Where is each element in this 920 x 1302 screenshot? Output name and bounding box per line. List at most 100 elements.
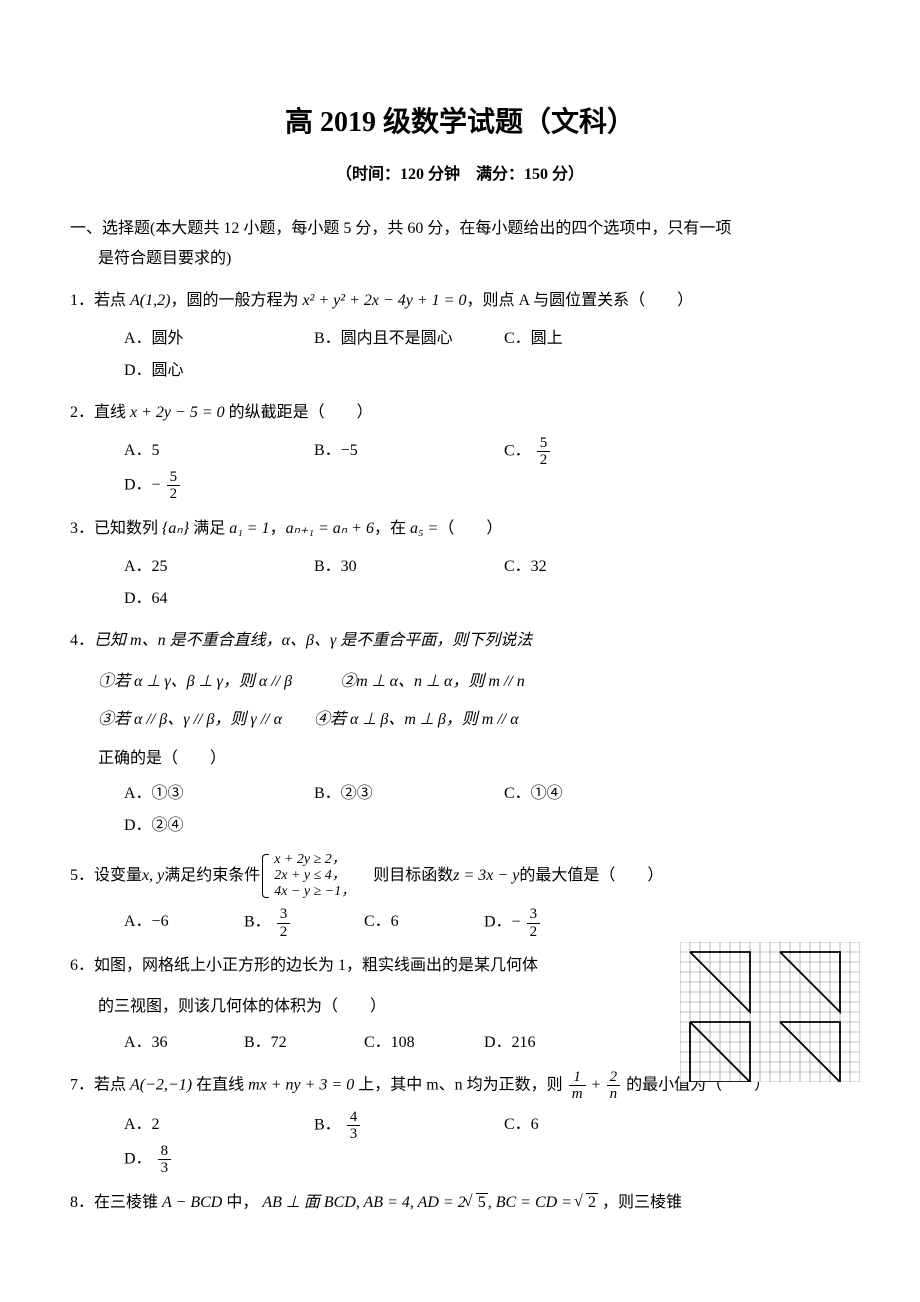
q3-opt-d: D．64 [124,583,314,615]
q8-r2: 2 [586,1193,598,1211]
q7-options: A．2 B． 4 3 C．6 D． 8 3 [70,1109,850,1177]
q4-s2: ③若 α // β、γ // β，则 γ // α ④若 α ⊥ β、m ⊥ β… [70,701,850,739]
q2-d-num: 5 [167,469,181,487]
q1-opt-d: D．圆心 [124,355,314,387]
q4-opt-a: A．①③ [124,778,314,810]
q5-d-pre: D．− [484,914,521,931]
q5-b-den: 2 [277,924,291,941]
q7-f1d: m [569,1086,586,1103]
q8-sqrt2: 2 [576,1187,598,1219]
q5-b-pre: B． [244,914,271,931]
q7-mid1: 在直线 [192,1076,248,1093]
q5-b-frac: 3 2 [277,906,291,940]
q7-frac2: 2 n [607,1069,621,1103]
q7-b-den: 3 [347,1126,361,1143]
q4-s1: ①若 α ⊥ γ、β ⊥ γ，则 α // β ②m ⊥ α、n ⊥ α，则 m… [70,663,850,701]
question-6-container: 6．如图，网格纸上小正方形的边长为 1，粗实线画出的是某几何体 的三视图，则该几… [70,950,850,1058]
q7-f2d: n [607,1086,621,1103]
section-header: 一、选择题(本大题共 12 小题，每小题 5 分，共 60 分，在每小题给出的四… [70,214,850,275]
q5-num: 5． [70,860,94,892]
q5-post: 的最大值是（ ） [519,860,663,892]
q6-opt-b: B．72 [244,1027,364,1059]
q7-d-frac: 8 3 [158,1143,172,1177]
q5-pre: 设变量 [94,860,142,892]
q4-s3: 正确的是（ ） [70,740,850,778]
q5-opt-a: A．−6 [124,906,244,940]
q2-post: 的纵截距是（ ） [225,404,373,421]
q5-mid1: 满足约束条件 [164,860,260,892]
q1-options: A．圆外 B．圆内且不是圆心 C．圆上 D．圆心 [70,323,850,387]
question-5: 5．设变量 x, y 满足约束条件 x + 2y ≥ 2， 2x + y ≤ 4… [70,852,850,900]
q7-d-den: 3 [158,1160,172,1177]
section-line1: 一、选择题(本大题共 12 小题，每小题 5 分，共 60 分，在每小题给出的四… [70,214,850,244]
q5-options: A．−6 B． 3 2 C．6 D．− 3 2 [70,906,850,940]
q7-f2n: 2 [607,1069,621,1087]
q7-mid2: 上，其中 m、n 均为正数，则 [354,1076,566,1093]
grid-svg [680,942,860,1082]
q3-options: A．25 B．30 C．32 D．64 [70,551,850,615]
q5-opt-b: B． 3 2 [244,906,364,940]
q7-opt-a: A．2 [124,1109,314,1143]
q8-num: 8． [70,1194,94,1211]
q7-num: 7． [70,1076,94,1093]
q3-opt-c: C．32 [504,551,694,583]
q5-d-num: 3 [527,906,541,924]
q7-f1n: 1 [569,1069,586,1087]
q2-d-frac: 5 2 [167,469,181,503]
page-subtitle: （时间：120 分钟 满分：150 分） [70,160,850,184]
q3-pre: 已知数列 [94,520,162,537]
q2-c-pre: C． [504,442,531,459]
q1-mid: ，圆的一般方程为 [170,292,302,309]
question-2: 2．直线 x + 2y − 5 = 0 的纵截距是（ ） [70,397,850,429]
q5-d-frac: 3 2 [527,906,541,940]
q4-opt-d: D．②④ [124,810,314,842]
q8-post: ，则三棱锥 [598,1194,682,1211]
q2-c-frac: 5 2 [537,435,551,469]
q5-constraints: x + 2y ≥ 2， 2x + y ≤ 4， 4x − y ≥ −1， [260,852,357,900]
q3-a5: a₅ = [410,520,438,537]
q8-c2: , BC = CD = [488,1194,576,1211]
q3-opt-a: A．25 [124,551,314,583]
q8-mid1: 中， [222,1194,262,1211]
q7-b-num: 4 [347,1109,361,1127]
q7-opt-d: D． 8 3 [124,1143,314,1177]
q4-stem: 已知 m、n 是不重合直线，α、β、γ 是不重合平面，则下列说法 [94,632,532,649]
q3-post: （ ） [438,520,502,537]
q2-opt-a: A．5 [124,435,314,469]
q3-mid1: 满足 [189,520,229,537]
page-title: 高 2019 级数学试题（文科） [70,100,850,140]
q5-c3: 4x − y ≥ −1， [272,884,357,900]
q1-pre: 若点 [94,292,130,309]
q5-d-den: 2 [527,924,541,941]
q2-d-den: 2 [167,486,181,503]
q8-name: A − BCD [162,1194,222,1211]
q3-rec: aₙ₊₁ = aₙ + 6 [286,520,374,537]
q4-num: 4． [70,632,94,649]
q7-point: A(−2,−1) [130,1076,192,1093]
q7-b-pre: B． [314,1116,341,1133]
q5-obj: z = 3x − y [453,860,519,892]
question-4: 4．已知 m、n 是不重合直线，α、β、γ 是不重合平面，则下列说法 [70,625,850,657]
q5-b-num: 3 [277,906,291,924]
q8-sqrt1: 5 [466,1187,488,1219]
q1-opt-a: A．圆外 [124,323,314,355]
q5-vars: x, y [142,860,164,892]
q3-seq: {aₙ} [162,520,189,537]
q4-options: A．①③ B．②③ C．①④ D．②④ [70,778,850,842]
section-line2: 是符合题目要求的) [70,244,850,274]
q7-pre: 若点 [94,1076,130,1093]
q4-opt-b: B．②③ [314,778,504,810]
q2-eq: x + 2y − 5 = 0 [130,404,225,421]
q1-opt-c: C．圆上 [504,323,694,355]
q4-opt-c: C．①④ [504,778,694,810]
q3-a1: a₁ = 1 [229,520,269,537]
q2-opt-d: D．− 5 2 [124,469,314,503]
q5-opt-c: C．6 [364,906,484,940]
q7-line: mx + ny + 3 = 0 [248,1076,354,1093]
q1-point: A(1,2) [130,292,170,309]
q6-opt-a: A．36 [124,1027,244,1059]
q2-pre: 直线 [94,404,130,421]
q2-opt-c: C． 5 2 [504,435,694,469]
q7-d-pre: D． [124,1150,152,1167]
three-view-figure [680,942,860,1087]
